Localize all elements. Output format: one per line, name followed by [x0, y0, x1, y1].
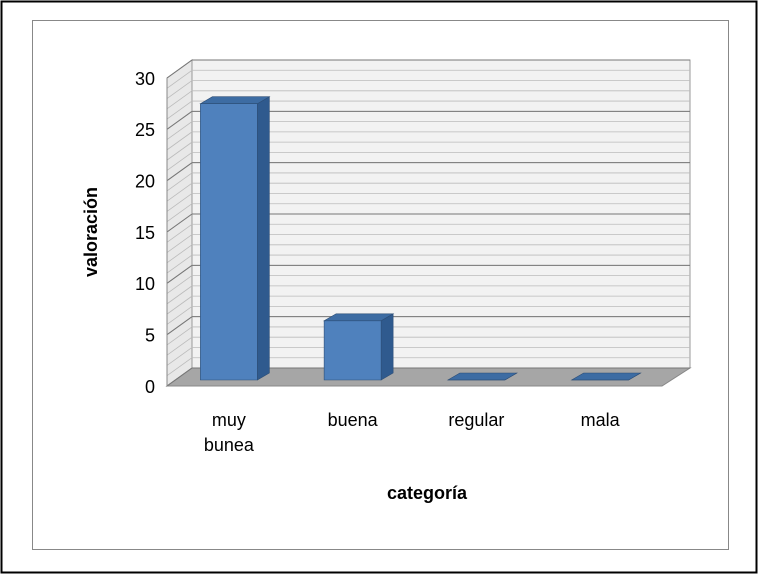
- minor-side-line: [166, 152, 193, 171]
- bar: [199, 96, 271, 381]
- minor-side-line: [166, 131, 193, 151]
- minor-side-line: [166, 141, 193, 161]
- bar-face: [257, 96, 270, 381]
- minor-side-line: [166, 69, 193, 89]
- y-tick-label: 15: [135, 223, 155, 243]
- minor-side-line: [166, 357, 193, 377]
- bar-face: [380, 313, 394, 381]
- side-grid-line: [166, 316, 193, 336]
- y-tick-label: 30: [135, 69, 155, 89]
- minor-side-line: [166, 193, 193, 212]
- bar: [323, 313, 395, 381]
- x-tick-label: muy bunea: [203, 410, 254, 455]
- y-tick-label: 20: [135, 171, 155, 191]
- minor-side-line: [166, 285, 193, 305]
- minor-side-line: [166, 182, 193, 202]
- bar-face: [200, 103, 258, 381]
- minor-side-line: [166, 275, 193, 294]
- y-axis-title: valoración: [81, 187, 101, 277]
- minor-side-line: [166, 254, 193, 274]
- side-grid-line: [166, 162, 193, 182]
- minor-side-line: [166, 100, 193, 120]
- side-grid-line: [166, 110, 193, 130]
- y-tick-label: 25: [135, 120, 155, 140]
- x-axis-title: categoría: [387, 483, 468, 503]
- bar-face: [323, 320, 382, 381]
- bar-face: [199, 96, 271, 105]
- minor-side-line: [166, 223, 193, 243]
- minor-side-line: [166, 306, 193, 325]
- x-tick-label: buena: [327, 410, 378, 430]
- minor-side-line: [166, 336, 193, 356]
- minor-side-line: [166, 121, 193, 140]
- y-tick-label: 0: [145, 377, 155, 397]
- bar: [446, 372, 518, 381]
- y-tick-label: 5: [145, 325, 155, 345]
- x-tick-label: regular: [448, 410, 505, 430]
- side-grid-line: [166, 213, 193, 233]
- minor-side-line: [166, 295, 193, 315]
- minor-side-line: [166, 172, 193, 192]
- bar-face: [570, 372, 642, 381]
- minor-side-line: [166, 90, 193, 110]
- bar: [570, 372, 642, 381]
- minor-side-line: [166, 203, 193, 223]
- bar-face: [323, 313, 395, 322]
- minor-side-line: [166, 244, 193, 264]
- side-grid-line: [166, 264, 193, 284]
- y-tick-label: 10: [135, 274, 155, 294]
- x-tick-label: mala: [580, 410, 620, 430]
- bar-face: [446, 372, 518, 381]
- side-grid-line: [166, 367, 193, 387]
- minor-side-line: [166, 80, 193, 99]
- minor-side-line: [166, 347, 193, 366]
- side-grid-line: [166, 59, 193, 79]
- minor-side-line: [166, 326, 193, 346]
- minor-side-line: [166, 234, 193, 253]
